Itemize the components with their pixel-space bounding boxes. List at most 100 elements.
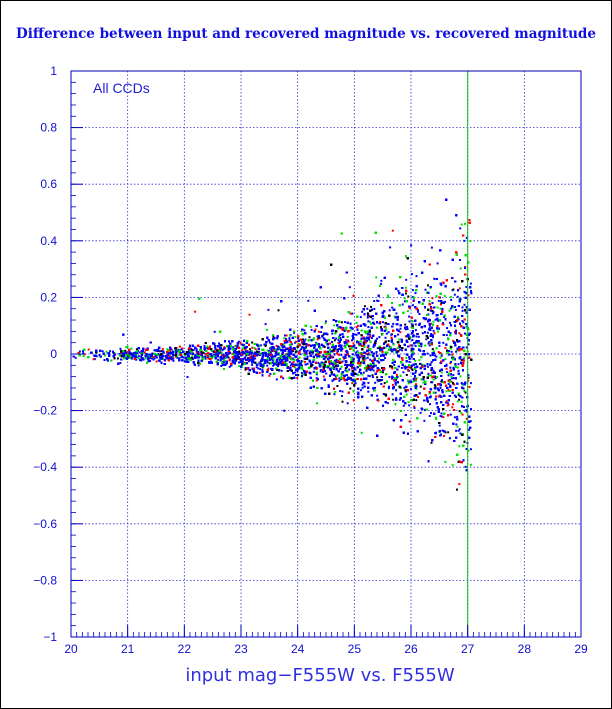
- data-point: [368, 333, 371, 336]
- data-point: [383, 326, 386, 328]
- data-point: [456, 295, 459, 298]
- data-point: [302, 338, 304, 341]
- data-point: [341, 395, 343, 397]
- data-point: [415, 339, 418, 342]
- data-point: [410, 355, 413, 358]
- data-point: [343, 357, 345, 360]
- data-point: [355, 326, 358, 329]
- data-point: [429, 309, 432, 312]
- data-point: [445, 367, 448, 370]
- data-point: [453, 394, 456, 397]
- data-point: [370, 305, 372, 308]
- data-point: [424, 288, 427, 291]
- data-point: [254, 361, 257, 364]
- data-point: [367, 374, 370, 377]
- data-point: [228, 340, 230, 343]
- data-point: [449, 366, 452, 369]
- data-point: [214, 348, 217, 351]
- data-point: [339, 368, 342, 370]
- data-point: [360, 389, 362, 392]
- data-point: [151, 352, 154, 355]
- data-point: [469, 382, 472, 385]
- data-point: [351, 382, 354, 385]
- data-point: [298, 349, 301, 352]
- data-point: [192, 349, 195, 351]
- data-point: [439, 356, 442, 359]
- data-point: [374, 364, 377, 367]
- data-point: [82, 355, 85, 358]
- data-point: [263, 363, 265, 366]
- data-point: [388, 376, 391, 378]
- data-point: [93, 358, 96, 361]
- data-point: [464, 465, 467, 468]
- data-point: [361, 386, 364, 389]
- data-point: [275, 378, 278, 381]
- data-point: [129, 357, 132, 359]
- data-point: [316, 402, 318, 405]
- data-point: [409, 344, 412, 347]
- data-point: [261, 369, 264, 372]
- data-point: [223, 368, 225, 370]
- data-point: [396, 377, 398, 380]
- data-point: [381, 350, 384, 353]
- data-point: [340, 321, 343, 324]
- data-point: [448, 379, 451, 381]
- data-point: [327, 384, 330, 387]
- data-point: [324, 353, 327, 356]
- data-point: [428, 341, 431, 343]
- data-point: [411, 289, 414, 292]
- data-point: [348, 368, 351, 371]
- data-point: [343, 345, 346, 348]
- data-point: [178, 345, 181, 348]
- data-point: [462, 387, 465, 390]
- data-point: [268, 359, 271, 362]
- data-point: [280, 369, 283, 372]
- data-point: [296, 377, 299, 379]
- data-point: [382, 321, 384, 324]
- data-point: [436, 306, 439, 309]
- data-point: [78, 350, 81, 353]
- data-point: [191, 351, 194, 354]
- data-point: [385, 332, 388, 335]
- data-point: [293, 330, 296, 333]
- data-point: [340, 353, 343, 356]
- data-point: [410, 354, 413, 357]
- data-point: [414, 323, 417, 326]
- data-point: [162, 350, 165, 353]
- data-point: [384, 336, 387, 339]
- data-point: [433, 354, 436, 357]
- data-point: [440, 433, 443, 436]
- data-point: [396, 315, 399, 318]
- data-point: [355, 333, 358, 336]
- data-point: [431, 376, 434, 379]
- data-point: [391, 348, 394, 351]
- data-point: [398, 398, 401, 401]
- data-point: [358, 344, 361, 346]
- data-point: [309, 325, 312, 328]
- data-point: [453, 383, 456, 386]
- data-point: [447, 403, 450, 406]
- data-point: [251, 359, 254, 362]
- data-point: [384, 351, 387, 354]
- data-point: [246, 346, 248, 349]
- data-point: [391, 338, 393, 341]
- data-point: [311, 344, 314, 347]
- data-point: [463, 290, 466, 293]
- data-point: [384, 326, 387, 329]
- data-point: [415, 275, 418, 278]
- data-point: [361, 310, 364, 313]
- data-point: [463, 390, 466, 393]
- data-point: [213, 330, 216, 333]
- data-point: [411, 339, 414, 341]
- data-point: [220, 352, 223, 355]
- data-point: [363, 356, 366, 359]
- data-point: [366, 316, 369, 319]
- data-point: [204, 357, 207, 360]
- data-point: [228, 365, 231, 368]
- data-point: [400, 366, 403, 369]
- data-point: [294, 371, 297, 374]
- data-point: [83, 353, 86, 356]
- data-point: [359, 356, 362, 359]
- data-point: [240, 349, 243, 352]
- data-point: [360, 352, 363, 355]
